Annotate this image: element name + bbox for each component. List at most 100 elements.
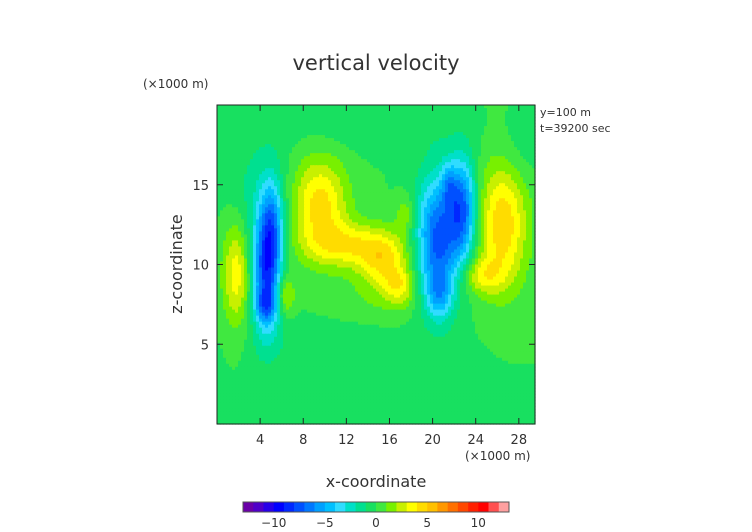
heatmap-cell bbox=[478, 219, 482, 223]
heatmap-cell bbox=[502, 171, 506, 175]
heatmap-cell bbox=[436, 204, 440, 208]
heatmap-cell bbox=[289, 171, 293, 175]
heatmap-cell bbox=[505, 138, 509, 142]
heatmap-cell bbox=[313, 207, 317, 211]
heatmap-cell bbox=[247, 189, 251, 193]
heatmap-cell bbox=[355, 219, 359, 223]
heatmap-cell bbox=[511, 186, 515, 190]
heatmap-cell bbox=[442, 198, 446, 202]
heatmap-cell bbox=[382, 225, 386, 229]
heatmap-cell bbox=[253, 159, 257, 163]
heatmap-cell bbox=[349, 243, 353, 248]
heatmap-cell bbox=[349, 210, 353, 214]
heatmap-cell bbox=[307, 165, 311, 169]
heatmap-cell bbox=[322, 213, 326, 217]
heatmap-cell bbox=[502, 117, 506, 121]
heatmap-cell bbox=[328, 243, 332, 248]
heatmap-cell bbox=[442, 207, 446, 211]
heatmap-cell bbox=[322, 225, 326, 229]
heatmap-cell bbox=[511, 138, 515, 142]
heatmap-cell bbox=[340, 159, 344, 163]
heatmap-cell bbox=[433, 153, 437, 157]
heatmap-cell bbox=[478, 207, 482, 211]
heatmap-cell bbox=[232, 243, 236, 248]
heatmap-cell bbox=[277, 135, 281, 139]
heatmap-cell bbox=[250, 192, 254, 196]
heatmap-cell bbox=[244, 225, 248, 229]
heatmap-cell bbox=[286, 195, 290, 199]
heatmap-cell bbox=[517, 183, 521, 187]
heatmap-cell bbox=[385, 126, 389, 130]
heatmap-cell bbox=[217, 207, 221, 211]
heatmap-cell bbox=[238, 192, 242, 196]
heatmap-cell bbox=[379, 156, 383, 160]
heatmap-cell bbox=[382, 168, 386, 172]
heatmap-cell bbox=[220, 204, 224, 208]
heatmap-cell bbox=[361, 114, 365, 118]
heatmap-cell bbox=[469, 117, 473, 121]
heatmap-cell bbox=[391, 228, 395, 232]
heatmap-cell bbox=[424, 114, 428, 118]
heatmap-cell bbox=[250, 147, 254, 151]
heatmap-cell bbox=[487, 168, 491, 172]
heatmap-cell bbox=[526, 132, 530, 136]
heatmap-cell bbox=[385, 198, 389, 202]
heatmap-cell bbox=[364, 141, 368, 145]
heatmap-cell bbox=[352, 135, 356, 139]
heatmap-cell bbox=[442, 213, 446, 217]
heatmap-cell bbox=[307, 219, 311, 223]
heatmap-cell bbox=[508, 141, 512, 145]
heatmap-cell bbox=[388, 216, 392, 220]
heatmap-cell bbox=[397, 159, 401, 163]
heatmap-cell bbox=[508, 231, 512, 236]
heatmap-cell bbox=[490, 192, 494, 196]
heatmap-cell bbox=[526, 216, 530, 220]
heatmap-cell bbox=[400, 129, 404, 133]
heatmap-cell bbox=[274, 213, 278, 217]
heatmap-cell bbox=[487, 162, 491, 166]
heatmap-cell bbox=[232, 204, 236, 208]
heatmap-cell bbox=[223, 123, 227, 127]
heatmap-cell bbox=[331, 222, 335, 226]
heatmap-cell bbox=[316, 147, 320, 151]
heatmap-cell bbox=[367, 213, 371, 217]
heatmap-cell bbox=[436, 234, 440, 239]
heatmap-cell bbox=[484, 201, 488, 205]
heatmap-cell bbox=[427, 204, 431, 208]
heatmap-cell bbox=[427, 195, 431, 199]
heatmap-cell bbox=[403, 204, 407, 208]
heatmap-cell bbox=[502, 162, 506, 166]
heatmap-cell bbox=[220, 150, 224, 154]
heatmap-cell bbox=[439, 171, 443, 175]
heatmap-cell bbox=[301, 195, 305, 199]
heatmap-cell bbox=[388, 156, 392, 160]
heatmap-cell bbox=[277, 132, 281, 136]
heatmap-cell bbox=[523, 138, 527, 142]
heatmap-cell bbox=[526, 156, 530, 160]
heatmap-cell bbox=[415, 234, 419, 239]
heatmap-cell bbox=[493, 198, 497, 202]
heatmap-cell bbox=[496, 123, 500, 127]
heatmap-cell bbox=[343, 210, 347, 214]
heatmap-cell bbox=[478, 174, 482, 178]
heatmap-cell bbox=[298, 189, 302, 193]
heatmap-cell bbox=[325, 120, 329, 124]
heatmap-cell bbox=[313, 171, 317, 175]
heatmap-cell bbox=[508, 219, 512, 223]
heatmap-cell bbox=[496, 126, 500, 130]
heatmap-cell bbox=[232, 240, 236, 245]
heatmap-cell bbox=[274, 141, 278, 145]
heatmap-cell bbox=[265, 210, 269, 214]
heatmap-cell bbox=[511, 240, 515, 245]
heatmap-cell bbox=[463, 150, 467, 154]
heatmap-cell bbox=[457, 108, 461, 112]
heatmap-cell bbox=[505, 225, 509, 229]
heatmap-cell bbox=[529, 216, 533, 220]
heatmap-cell bbox=[247, 159, 251, 163]
heatmap-cell bbox=[442, 117, 446, 121]
heatmap-cell bbox=[310, 135, 314, 139]
heatmap-cell bbox=[334, 105, 338, 109]
heatmap-cell bbox=[301, 165, 305, 169]
heatmap-cell bbox=[244, 159, 248, 163]
heatmap-cell bbox=[514, 189, 518, 193]
